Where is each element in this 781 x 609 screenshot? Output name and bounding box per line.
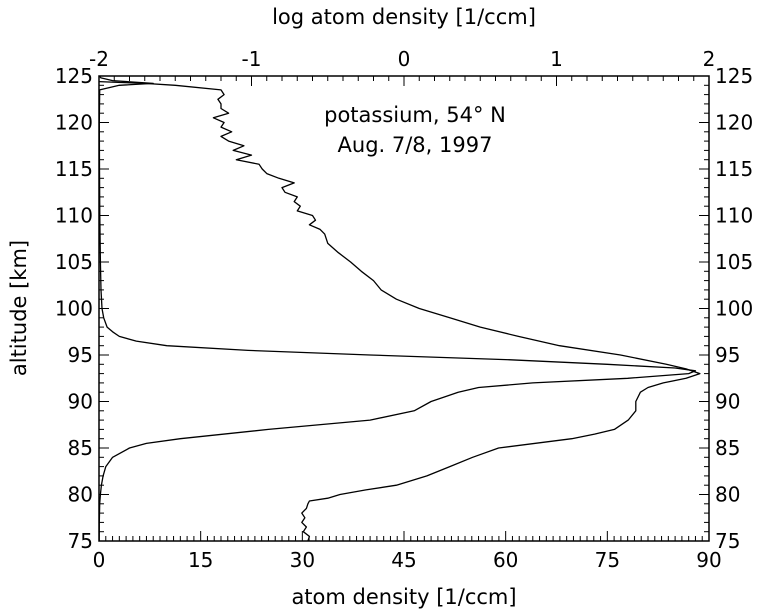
top-x-axis-title: log atom density [1/ccm] [272, 5, 536, 29]
y-tick-label-right: 85 [715, 436, 740, 460]
x-bottom-tick-label: 45 [391, 548, 416, 572]
y-tick-label-left: 110 [55, 204, 93, 228]
x-bottom-tick-label: 60 [493, 548, 518, 572]
y-tick-label-left: 80 [68, 483, 93, 507]
series-layer [98, 75, 701, 542]
y-tick-label-left: 75 [68, 529, 93, 553]
y-tick-label-right: 110 [715, 204, 753, 228]
y-tick-label-right: 90 [715, 390, 740, 414]
x-top-tick-label: -2 [89, 47, 109, 71]
log-density-series-line [98, 80, 701, 542]
y-tick-label-right: 95 [715, 343, 740, 367]
annotation-location: potassium, 54° N [324, 103, 506, 127]
y-axis-title: altitude [km] [7, 240, 31, 376]
y-tick-label-right: 100 [715, 297, 753, 321]
y-tick-label-left: 120 [55, 111, 93, 135]
x-bottom-tick-label: 30 [290, 548, 315, 572]
x-bottom-tick-label: 15 [188, 548, 213, 572]
bottom-x-axis-title: atom density [1/ccm] [291, 585, 516, 609]
linear-density-series-line [98, 75, 697, 542]
y-tick-label-right: 125 [715, 64, 753, 88]
y-tick-label-left: 125 [55, 64, 93, 88]
x-top-tick-label: 0 [398, 47, 411, 71]
y-tick-label-left: 95 [68, 343, 93, 367]
y-tick-label-right: 120 [715, 111, 753, 135]
y-tick-label-left: 100 [55, 297, 93, 321]
y-tick-label-right: 105 [715, 250, 753, 274]
y-tick-label-left: 90 [68, 390, 93, 414]
x-bottom-tick-label: 75 [595, 548, 620, 572]
x-top-tick-label: 1 [550, 47, 563, 71]
annotation-date: Aug. 7/8, 1997 [338, 133, 493, 157]
y-tick-label-right: 115 [715, 157, 753, 181]
x-bottom-tick-label: 0 [93, 548, 106, 572]
tick-marks [98, 75, 710, 542]
y-tick-label-left: 115 [55, 157, 93, 181]
x-bottom-tick-label: 90 [696, 548, 721, 572]
y-tick-label-right: 80 [715, 483, 740, 507]
x-top-tick-label: -1 [242, 47, 262, 71]
y-tick-label-left: 85 [68, 436, 93, 460]
x-top-tick-label: 2 [703, 47, 716, 71]
y-tick-label-right: 75 [715, 529, 740, 553]
y-tick-label-left: 105 [55, 250, 93, 274]
